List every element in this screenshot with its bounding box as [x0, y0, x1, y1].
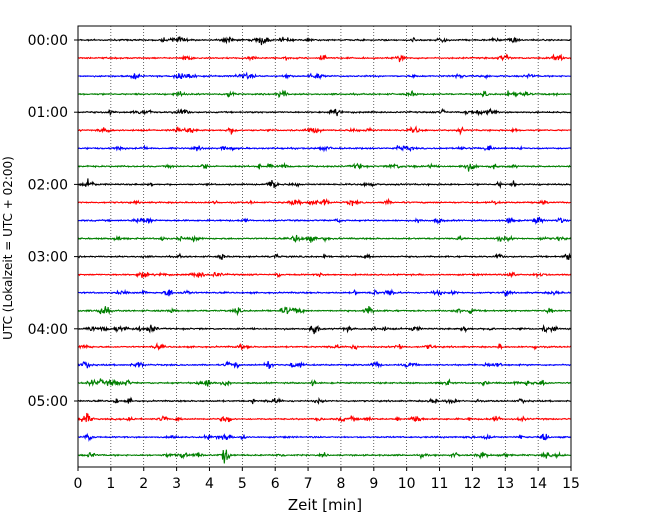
- x-tick-label: 12: [463, 476, 481, 492]
- trace-line: [77, 144, 572, 153]
- x-tick-label: 14: [529, 476, 547, 492]
- trace-line: [77, 234, 572, 243]
- trace-line: [77, 360, 572, 370]
- y-tick-label: 02:00: [28, 177, 68, 193]
- trace-line: [77, 216, 572, 225]
- x-tick-label: 2: [139, 476, 148, 492]
- trace-line: [77, 36, 572, 46]
- trace-line: [77, 107, 572, 117]
- x-tick-label: 1: [106, 476, 115, 492]
- trace-line: [78, 252, 572, 260]
- trace-line: [77, 71, 572, 80]
- y-tick-label: 05:00: [28, 394, 68, 410]
- trace-line: [77, 161, 572, 172]
- y-tick-label: 00:00: [28, 33, 68, 49]
- x-tick-label: 8: [336, 476, 345, 492]
- x-tick-label: 7: [304, 476, 313, 492]
- trace-line: [77, 125, 572, 136]
- y-tick-label: 01:00: [28, 105, 68, 121]
- x-tick-label: 0: [74, 476, 83, 492]
- trace-line: [77, 197, 572, 207]
- trace-line: [77, 396, 572, 405]
- x-tick-label: 4: [205, 476, 214, 492]
- trace-line: [77, 449, 572, 464]
- traces-group: [77, 36, 572, 464]
- plot-frame: [77, 25, 572, 468]
- trace-line: [77, 271, 572, 279]
- x-tick-label: 10: [398, 476, 416, 492]
- x-tick-label: 11: [431, 476, 449, 492]
- x-axis-ticks: 0 1 2 3 4 5 6 7 8 9 10 11 12 13 14 15: [74, 467, 580, 492]
- trace-line: [77, 306, 572, 317]
- trace-line: [77, 324, 572, 335]
- x-tick-label: 9: [369, 476, 378, 492]
- trace-line: [77, 288, 572, 297]
- x-tick-label: 13: [496, 476, 514, 492]
- x-tick-label: 15: [562, 476, 580, 492]
- y-tick-label: 03:00: [28, 250, 68, 266]
- y-axis-ticks: 00:00 01:00 02:00 03:00 04:00 05:00: [28, 33, 78, 410]
- trace-line: [77, 432, 572, 442]
- trace-line: [77, 378, 572, 388]
- x-tick-label: 3: [172, 476, 181, 492]
- x-tick-label: 5: [238, 476, 247, 492]
- trace-line: [77, 342, 572, 352]
- x-tick-label: 6: [271, 476, 280, 492]
- y-tick-label: 04:00: [28, 322, 68, 338]
- trace-line: [77, 178, 572, 189]
- y-axis-label: UTC (Lokalzeit = UTC + 02:00): [1, 156, 15, 340]
- x-axis-label: Zeit [min]: [288, 496, 362, 514]
- trace-line: [77, 53, 572, 63]
- trace-line: [77, 89, 572, 99]
- trace-line: [77, 412, 572, 423]
